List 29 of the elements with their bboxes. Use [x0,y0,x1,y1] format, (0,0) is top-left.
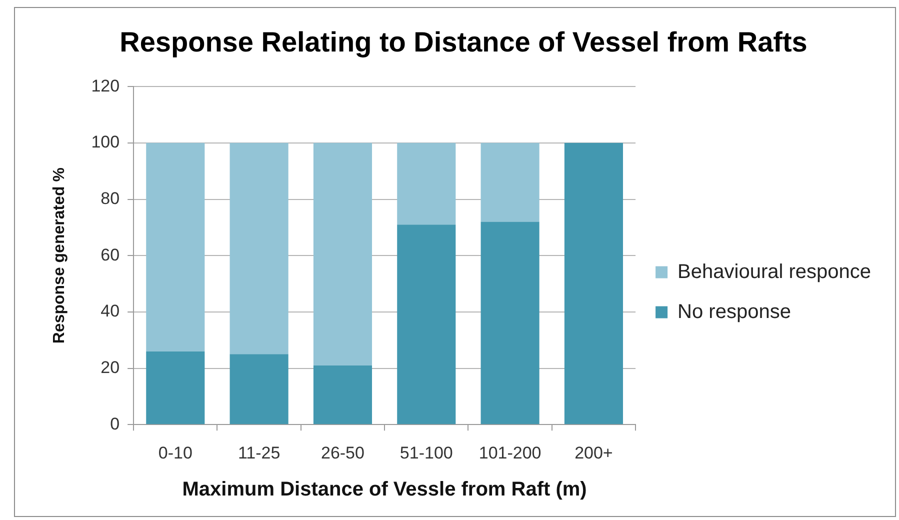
x-tick-label: 51-100 [400,443,453,462]
y-axis-title: Response generated % [51,168,68,344]
y-tick-label: 40 [100,302,120,321]
legend-label: Behavioural responce [678,260,872,283]
x-tick-label: 101-200 [478,443,542,462]
bar [397,142,456,225]
y-tick-label: 100 [91,132,120,152]
y-tick-label: 60 [100,245,120,264]
bar [313,365,372,424]
x-tick-label: 26-50 [320,443,364,462]
bar [230,354,288,424]
y-tick-label: 20 [100,358,120,377]
bar [146,351,205,424]
bar [480,142,540,222]
y-tick-label: 0 [110,414,120,434]
legend-label: No response [678,300,791,323]
bar [564,142,623,424]
x-tick-label: 11-25 [238,443,280,462]
bar [146,142,205,352]
bar [480,222,540,424]
y-tick-label: 120 [91,76,120,96]
bar [230,142,288,354]
bar [313,142,372,366]
chart-title: Response Relating to Distance of Vessel from Rafts [120,26,808,58]
x-axis-title: Maximum Distance of Vessle from Raft (m) [182,478,587,501]
y-tick-label: 80 [100,188,120,208]
x-tick-label: 200+ [574,443,613,462]
x-tick-label: 0-10 [158,443,192,462]
bar [397,224,456,424]
